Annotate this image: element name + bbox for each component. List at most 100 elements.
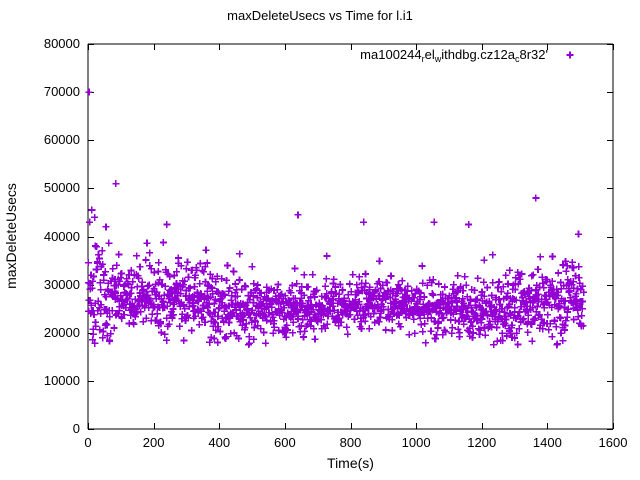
data-point	[176, 302, 184, 310]
data-point	[562, 267, 570, 275]
data-point	[88, 284, 96, 292]
data-point	[323, 252, 331, 260]
data-point	[114, 281, 122, 289]
data-point	[157, 320, 165, 328]
data-point	[188, 327, 196, 335]
data-point	[184, 258, 192, 266]
data-point	[225, 302, 233, 310]
data-point	[578, 312, 586, 320]
data-point	[225, 287, 233, 295]
data-point	[299, 316, 307, 324]
data-point	[469, 322, 477, 330]
data-point	[435, 280, 443, 288]
data-point	[423, 281, 431, 289]
data-point	[225, 319, 233, 327]
data-point	[273, 286, 281, 294]
data-point	[153, 288, 161, 296]
chart-title: maxDeleteUsecs vs Time for l.i1	[227, 8, 413, 23]
data-point	[574, 285, 582, 293]
data-point	[268, 303, 276, 311]
data-point	[90, 273, 98, 281]
x-tick-label: 1400	[532, 435, 562, 450]
data-point	[105, 239, 113, 247]
data-point	[323, 320, 331, 328]
data-point	[430, 218, 438, 226]
data-point	[294, 312, 302, 320]
data-point	[480, 292, 488, 300]
data-point	[147, 265, 155, 273]
data-point	[384, 305, 392, 313]
data-point	[107, 330, 115, 338]
data-point	[203, 259, 211, 267]
data-point	[110, 324, 118, 332]
data-point	[434, 319, 442, 327]
data-point	[323, 290, 331, 298]
data-point	[375, 318, 383, 326]
data-point	[242, 283, 250, 291]
data-point	[555, 302, 563, 310]
data-point	[146, 249, 154, 257]
data-point	[393, 290, 401, 298]
data-point	[551, 301, 559, 309]
data-point	[545, 326, 553, 334]
data-point	[86, 218, 94, 226]
data-point	[354, 288, 362, 296]
data-point	[166, 273, 174, 281]
data-point	[488, 292, 496, 300]
data-point	[540, 284, 548, 292]
data-point	[163, 336, 171, 344]
data-point	[294, 211, 302, 219]
data-point	[490, 341, 498, 349]
data-point	[122, 304, 130, 312]
data-point	[483, 284, 491, 292]
data-point	[511, 286, 519, 294]
data-point	[154, 268, 162, 276]
y-tick-label: 70000	[43, 84, 80, 100]
data-point	[198, 267, 206, 275]
data-point	[429, 276, 437, 284]
data-point	[210, 335, 218, 343]
data-point	[353, 281, 361, 289]
data-point	[346, 311, 354, 319]
data-point	[481, 331, 489, 339]
data-point	[543, 276, 551, 284]
data-point	[546, 320, 554, 328]
data-point	[343, 323, 351, 331]
data-point	[561, 326, 569, 334]
data-point	[563, 262, 571, 270]
data-point	[396, 323, 404, 331]
data-point	[460, 299, 468, 307]
data-point	[450, 281, 458, 289]
data-point	[161, 330, 169, 338]
data-point	[85, 88, 93, 96]
data-point	[544, 311, 552, 319]
data-point	[370, 309, 378, 317]
data-point	[520, 315, 528, 323]
data-point	[177, 262, 185, 270]
data-point	[173, 279, 181, 287]
data-point	[246, 314, 254, 322]
data-point	[248, 306, 256, 314]
data-point	[528, 320, 536, 328]
data-point	[180, 301, 188, 309]
data-point	[478, 288, 486, 296]
legend-entry: ma100244relwithdbg.cz12ac8r32'	[300, 46, 590, 66]
data-point	[564, 305, 572, 313]
data-point	[250, 335, 258, 343]
data-point	[293, 280, 301, 288]
data-point	[362, 279, 370, 287]
data-point	[136, 263, 144, 271]
data-point	[282, 333, 290, 341]
data-point	[247, 289, 255, 297]
data-point	[180, 336, 188, 344]
data-point	[226, 284, 234, 292]
data-point	[163, 220, 171, 228]
data-point	[274, 281, 282, 289]
data-point	[186, 284, 194, 292]
data-point	[99, 327, 107, 335]
data-point	[331, 283, 339, 291]
data-point	[469, 329, 477, 337]
data-point	[253, 285, 261, 293]
data-point	[470, 286, 478, 294]
data-point	[410, 294, 418, 302]
